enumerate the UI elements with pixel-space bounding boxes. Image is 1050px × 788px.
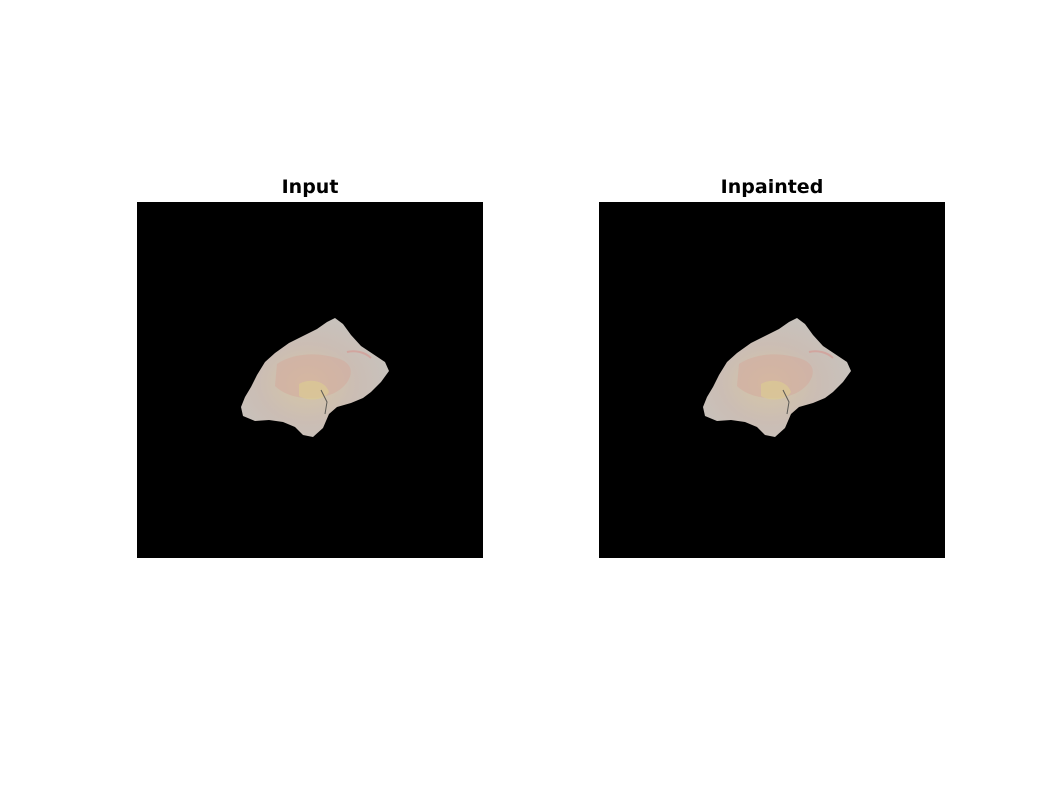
- fragment-pattern: [299, 380, 329, 400]
- inpainted-panel-title: Inpainted: [720, 176, 824, 198]
- fragment-crack: [320, 389, 328, 415]
- input-panel-title: Input: [281, 176, 339, 198]
- input-image: [137, 202, 483, 558]
- fragment-pattern: [808, 350, 834, 359]
- inpainted-image: [599, 202, 945, 558]
- fragment-pattern: [275, 354, 351, 399]
- fragment-pattern: [761, 380, 791, 400]
- input-fragment-graphic: [241, 318, 389, 437]
- fragment-pattern: [346, 350, 372, 359]
- inpainted-fragment-graphic: [703, 318, 851, 437]
- fragment-pattern: [737, 354, 813, 399]
- fragment-crack: [782, 389, 790, 415]
